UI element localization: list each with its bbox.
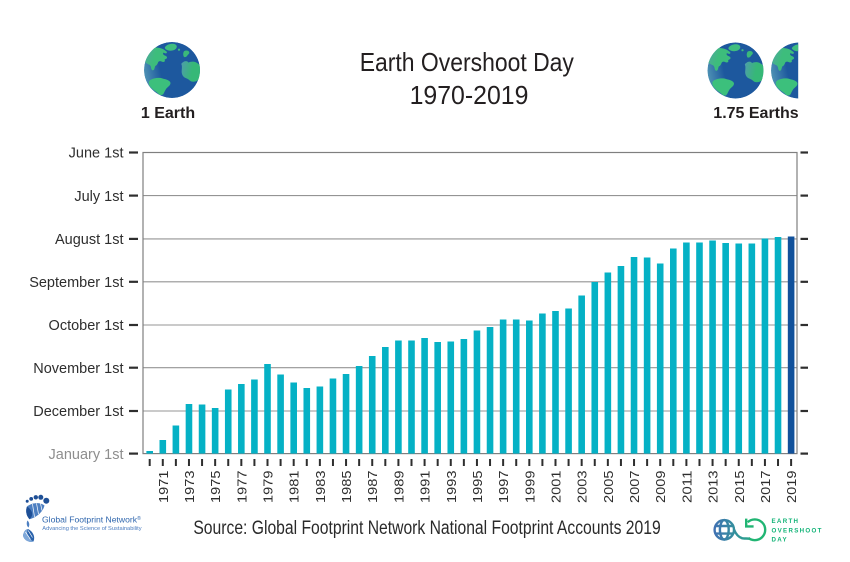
svg-text:2001: 2001 — [549, 470, 563, 503]
svg-text:EARTH: EARTH — [772, 518, 800, 525]
svg-text:1997: 1997 — [497, 470, 511, 503]
svg-text:1985: 1985 — [340, 470, 354, 503]
svg-text:1979: 1979 — [262, 470, 276, 503]
svg-text:2007: 2007 — [628, 470, 642, 503]
svg-text:1987: 1987 — [366, 470, 380, 503]
svg-text:1995: 1995 — [471, 470, 485, 503]
svg-text:1999: 1999 — [523, 470, 537, 503]
svg-text:1989: 1989 — [392, 470, 406, 503]
svg-text:2003: 2003 — [576, 470, 590, 503]
svg-text:October 1st: October 1st — [49, 318, 124, 334]
svg-text:1970-2019: 1970-2019 — [410, 82, 529, 110]
svg-text:December 1st: December 1st — [33, 404, 123, 420]
svg-text:September 1st: September 1st — [29, 275, 123, 291]
svg-text:1.75 Earths: 1.75 Earths — [713, 105, 798, 122]
svg-text:1977: 1977 — [235, 470, 249, 503]
svg-text:2015: 2015 — [733, 470, 747, 503]
svg-text:2011: 2011 — [680, 470, 694, 503]
svg-text:August 1st: August 1st — [55, 232, 124, 248]
svg-text:2017: 2017 — [759, 470, 773, 503]
svg-text:1981: 1981 — [288, 470, 302, 503]
svg-text:June 1st: June 1st — [69, 146, 124, 162]
svg-text:1973: 1973 — [183, 470, 197, 503]
svg-text:1 Earth: 1 Earth — [141, 105, 195, 122]
svg-text:November 1st: November 1st — [33, 361, 123, 377]
svg-text:2009: 2009 — [654, 470, 668, 503]
svg-text:Earth Overshoot Day: Earth Overshoot Day — [360, 49, 575, 77]
svg-text:1975: 1975 — [209, 470, 223, 503]
svg-text:Source: Global Footprint Netwo: Source: Global Footprint Network Nationa… — [193, 516, 660, 538]
svg-text:1983: 1983 — [314, 470, 328, 503]
svg-text:2005: 2005 — [602, 470, 616, 503]
svg-text:1991: 1991 — [419, 470, 433, 503]
svg-text:July 1st: July 1st — [74, 189, 123, 205]
svg-text:2013: 2013 — [707, 470, 721, 503]
svg-text:2019: 2019 — [785, 470, 799, 503]
svg-text:1993: 1993 — [445, 470, 459, 503]
svg-text:DAY: DAY — [772, 537, 788, 544]
svg-text:Advancing the Science of Susta: Advancing the Science of Sustainability — [42, 526, 141, 532]
svg-text:January 1st: January 1st — [49, 447, 124, 463]
svg-text:OVERSHOOT: OVERSHOOT — [772, 527, 823, 534]
svg-text:1971: 1971 — [157, 470, 171, 503]
svg-text:Global Footprint Network®: Global Footprint Network® — [42, 515, 141, 525]
